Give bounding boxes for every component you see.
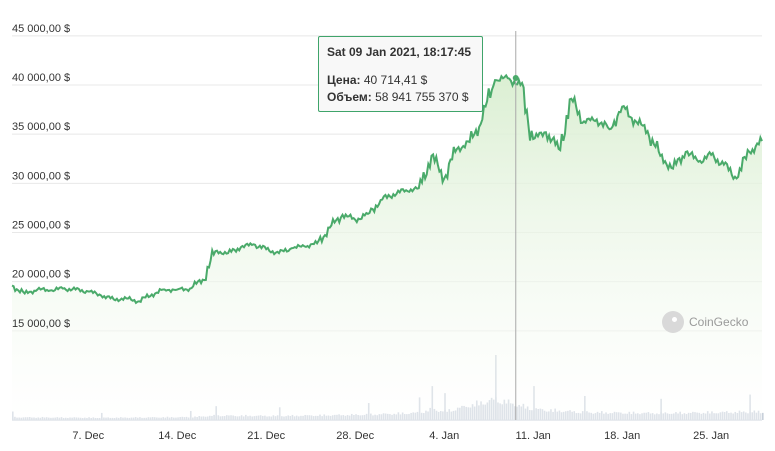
x-tick-label: 14. Dec [158,430,196,442]
tooltip-price-label: Цена: [327,73,361,87]
x-tick-label: 4. Jan [429,430,459,442]
x-tick-label: 21. Dec [247,430,285,442]
tooltip-price-row: Цена: 40 714,41 $ [327,72,474,89]
x-tick-label: 25. Jan [693,430,729,442]
y-tick-label: 45 000,00 $ [12,23,70,35]
y-tick-label: 15 000,00 $ [12,318,70,330]
credit-text: CoinGecko [689,315,749,329]
x-tick-label: 28. Dec [336,430,374,442]
y-tick-label: 20 000,00 $ [12,269,70,281]
price-area-fill [12,75,762,421]
tooltip-volume-label: Объем: [327,90,372,104]
y-axis-labels: 45 000,00 $ 40 000,00 $ 35 000,00 $ 30 000,… [12,23,70,330]
y-tick-label: 30 000,00 $ [12,170,70,182]
tooltip-price-value: 40 714,41 $ [363,73,428,87]
tooltip-volume-value: 58 941 755 370 $ [375,90,469,104]
coingecko-logo-icon [662,311,684,333]
x-axis-labels: 7. Dec 14. Dec 21. Dec 28. Dec 4. Jan 11. Jan… [72,430,729,442]
y-tick-label: 40 000,00 $ [12,72,70,84]
y-tick-label: 25 000,00 $ [12,220,70,232]
x-tick-label: 18. Jan [604,430,640,442]
chart-tooltip: Sat 09 Jan 2021, 18:17:45 Цена: 40 714,4… [318,36,483,112]
volume-bar [762,412,764,420]
tooltip-volume-row: Объем: 58 941 755 370 $ [327,89,474,106]
x-tick-label: 7. Dec [72,430,104,442]
hover-point [512,74,519,81]
coingecko-credit[interactable]: CoinGecko [662,310,748,334]
price-line[interactable] [11,73,763,305]
x-tick-label: 11. Jan [516,430,551,442]
tooltip-date: Sat 09 Jan 2021, 18:17:45 [327,45,472,59]
y-tick-label: 35 000,00 $ [12,121,70,133]
